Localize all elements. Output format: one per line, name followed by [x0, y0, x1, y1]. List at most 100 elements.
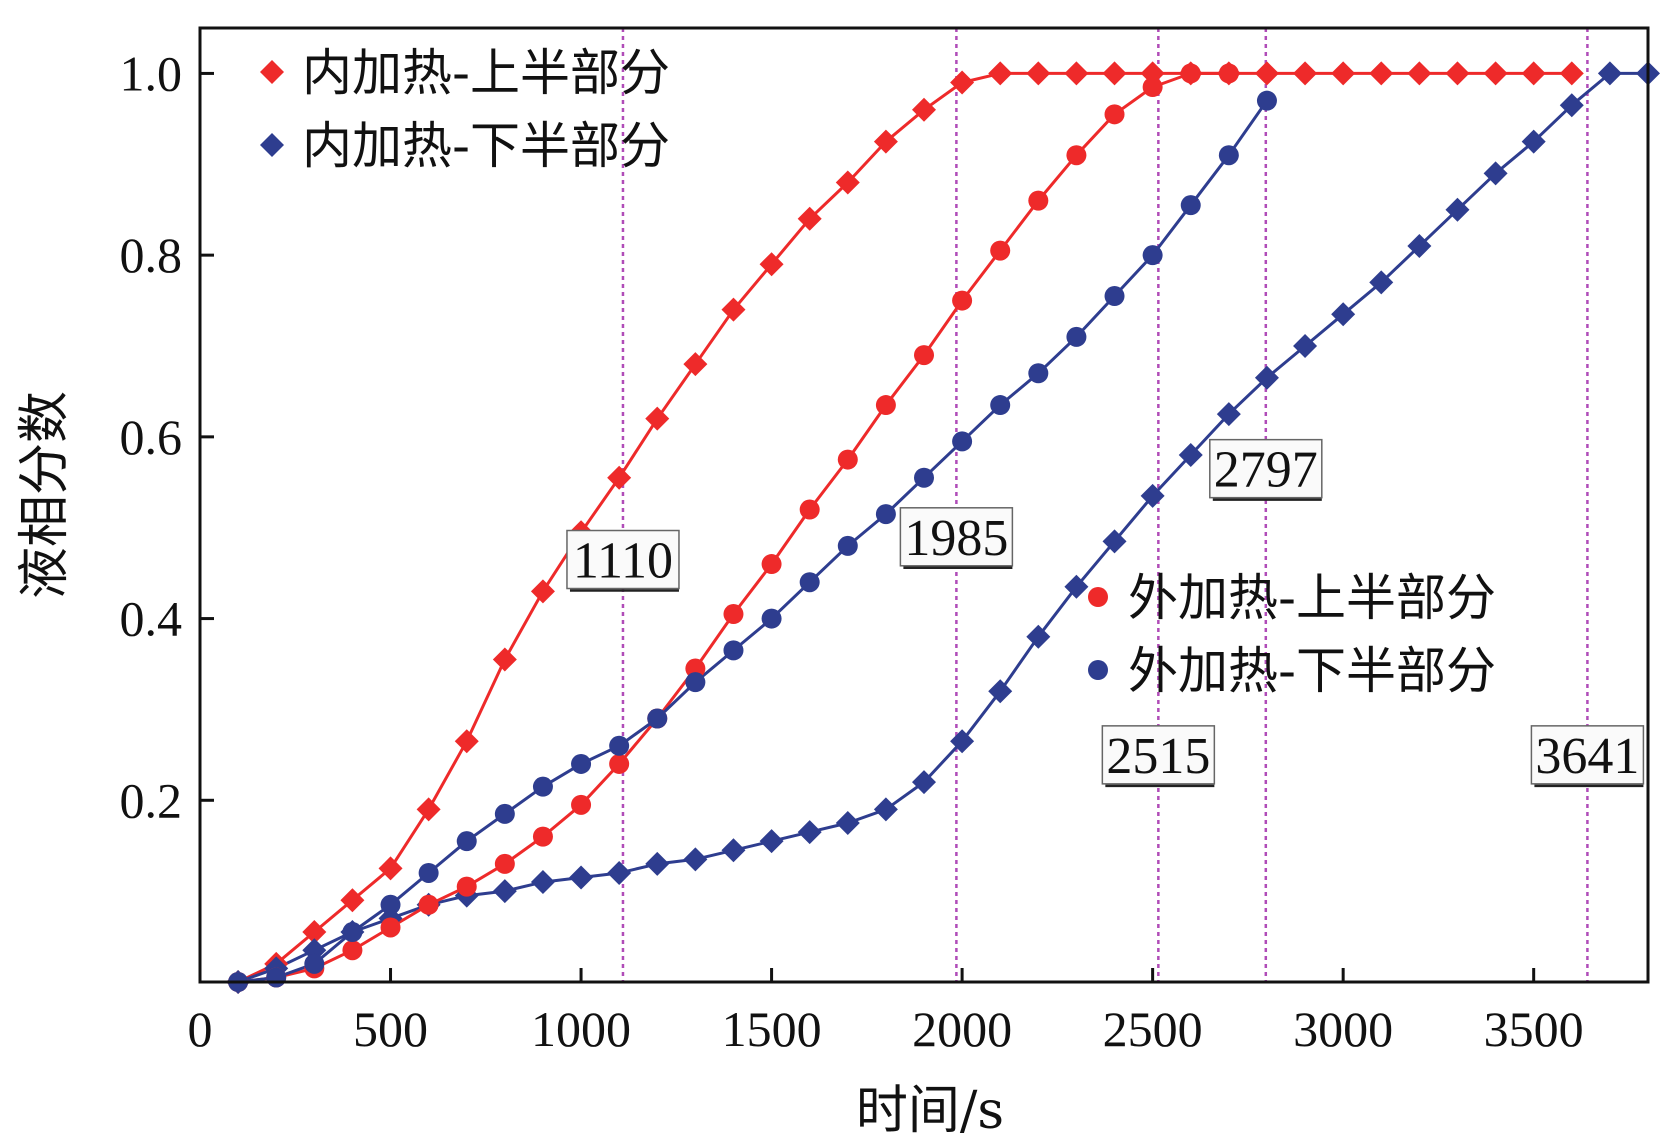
y-tick-label: 1.0 — [120, 45, 183, 101]
annotation-label: 3641 — [1535, 728, 1639, 785]
y-tick-label: 0.2 — [120, 772, 183, 828]
annotations: 1110 1985 2797 2515 3641 — [566, 438, 1645, 788]
data-point-s0-20 — [988, 61, 1013, 86]
series-line-3 — [237, 99, 1269, 984]
data-point-s1-36 — [1597, 61, 1622, 86]
data-point-s0-12 — [683, 352, 708, 377]
plot-frame — [198, 26, 1650, 984]
data-point-s1-31 — [1407, 234, 1432, 259]
data-point-s3-19 — [952, 431, 973, 452]
annotation-box — [1101, 725, 1216, 785]
annotation-label: 1985 — [904, 510, 1008, 567]
data-point-s1-17 — [873, 797, 898, 822]
data-point-s2-26 — [1218, 63, 1239, 84]
data-point-s1-35 — [1559, 93, 1584, 118]
data-point-s3-6 — [456, 831, 477, 852]
data-point-s2-8 — [532, 826, 553, 847]
data-point-s1-32 — [1445, 197, 1470, 222]
data-point-s2-16 — [837, 449, 858, 470]
data-point-s2-15 — [799, 499, 820, 520]
data-point-s3-27 — [1256, 90, 1277, 111]
data-point-s3-26 — [1218, 145, 1239, 166]
data-point-s0-23 — [1102, 61, 1127, 86]
data-point-s3-12 — [685, 672, 706, 693]
y-tick-label: 0.4 — [120, 591, 183, 647]
x-tick-label: 0 — [188, 1001, 213, 1057]
data-point-s3-25 — [1180, 195, 1201, 216]
data-point-s2-6 — [456, 876, 477, 897]
data-point-s1-21 — [1026, 624, 1051, 649]
data-point-s0-14 — [759, 252, 784, 277]
data-point-s1-10 — [607, 860, 632, 885]
data-point-s0-6 — [454, 729, 479, 754]
data-point-s3-5 — [418, 862, 439, 883]
annotation-label: 2515 — [1106, 728, 1210, 785]
data-point-s0-34 — [1521, 61, 1546, 86]
annotation-label: 1110 — [573, 533, 673, 590]
data-point-s2-23 — [1104, 104, 1125, 125]
annotation-box — [1530, 725, 1645, 785]
data-point-s1-30 — [1369, 270, 1394, 295]
data-point-s0-5 — [416, 797, 441, 822]
annotation-label: 2797 — [1214, 442, 1318, 499]
annotation-box — [1209, 438, 1323, 499]
data-point-s0-35 — [1559, 61, 1584, 86]
data-point-s3-13 — [723, 640, 744, 661]
data-point-s1-7 — [492, 879, 517, 904]
data-point-s3-7 — [494, 803, 515, 824]
guide-lines — [621, 28, 1589, 982]
x-tick-label: 2000 — [912, 1001, 1012, 1057]
data-point-s0-3 — [340, 888, 365, 913]
legend-label: 外加热-下半部分 — [1128, 642, 1496, 700]
data-point-s1-28 — [1293, 334, 1318, 358]
data-point-s1-8 — [530, 870, 555, 895]
annotation-box — [566, 529, 680, 590]
data-point-s1-15 — [797, 820, 822, 845]
y-axis-title: 液相分数 — [15, 391, 75, 599]
data-point-s1-20 — [988, 679, 1013, 704]
data-point-s0-22 — [1064, 61, 1089, 86]
data-point-s1-16 — [835, 811, 860, 835]
data-point-s0-27 — [1254, 61, 1279, 86]
data-point-s3-22 — [1066, 326, 1087, 347]
data-point-s3-9 — [571, 753, 592, 774]
data-point-s1-12 — [683, 847, 708, 872]
data-point-s2-25 — [1180, 63, 1201, 84]
x-tick-label: 1500 — [722, 1001, 822, 1057]
data-point-s3-10 — [609, 735, 630, 756]
data-point-s3-16 — [837, 535, 858, 556]
data-point-s2-19 — [952, 290, 973, 311]
data-point-s1-19 — [950, 729, 975, 754]
data-point-s2-4 — [380, 917, 401, 938]
x-tick-label: 3500 — [1484, 1001, 1584, 1057]
data-point-s1-18 — [912, 770, 936, 795]
data-point-s3-8 — [532, 776, 553, 797]
data-point-s2-7 — [494, 853, 515, 874]
data-point-s0-11 — [645, 406, 670, 431]
data-point-s3-24 — [1142, 245, 1163, 266]
data-point-s3-11 — [647, 708, 668, 729]
legend-marker-0-1 — [260, 133, 284, 157]
data-point-s3-15 — [799, 572, 820, 593]
data-point-s0-15 — [797, 206, 822, 231]
data-point-s2-17 — [875, 395, 896, 416]
data-point-s0-2 — [302, 920, 327, 945]
data-point-s1-27 — [1254, 365, 1279, 390]
x-axis-title: 时间/s — [856, 1081, 1004, 1141]
data-point-s2-20 — [990, 240, 1011, 261]
data-point-s1-33 — [1483, 161, 1508, 186]
legend-label: 内加热-下半部分 — [302, 117, 670, 175]
data-point-s3-3 — [342, 922, 363, 943]
legend-marker-1-0 — [1088, 587, 1108, 607]
data-point-s0-33 — [1483, 61, 1508, 86]
data-point-s0-29 — [1331, 61, 1356, 86]
data-point-s3-17 — [875, 504, 896, 525]
data-point-s3-14 — [761, 608, 782, 629]
data-point-s1-23 — [1102, 529, 1127, 554]
data-point-s2-13 — [723, 604, 744, 625]
data-point-s0-17 — [873, 129, 898, 154]
data-point-s3-21 — [1028, 363, 1049, 384]
x-tick-label: 3000 — [1293, 1001, 1393, 1057]
